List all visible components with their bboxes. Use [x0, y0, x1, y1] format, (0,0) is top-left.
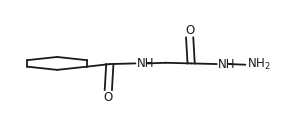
Text: NH: NH	[218, 58, 236, 71]
Text: O: O	[104, 91, 113, 103]
Text: NH: NH	[137, 57, 154, 70]
Text: O: O	[185, 24, 194, 37]
Text: NH$_2$: NH$_2$	[247, 57, 271, 72]
